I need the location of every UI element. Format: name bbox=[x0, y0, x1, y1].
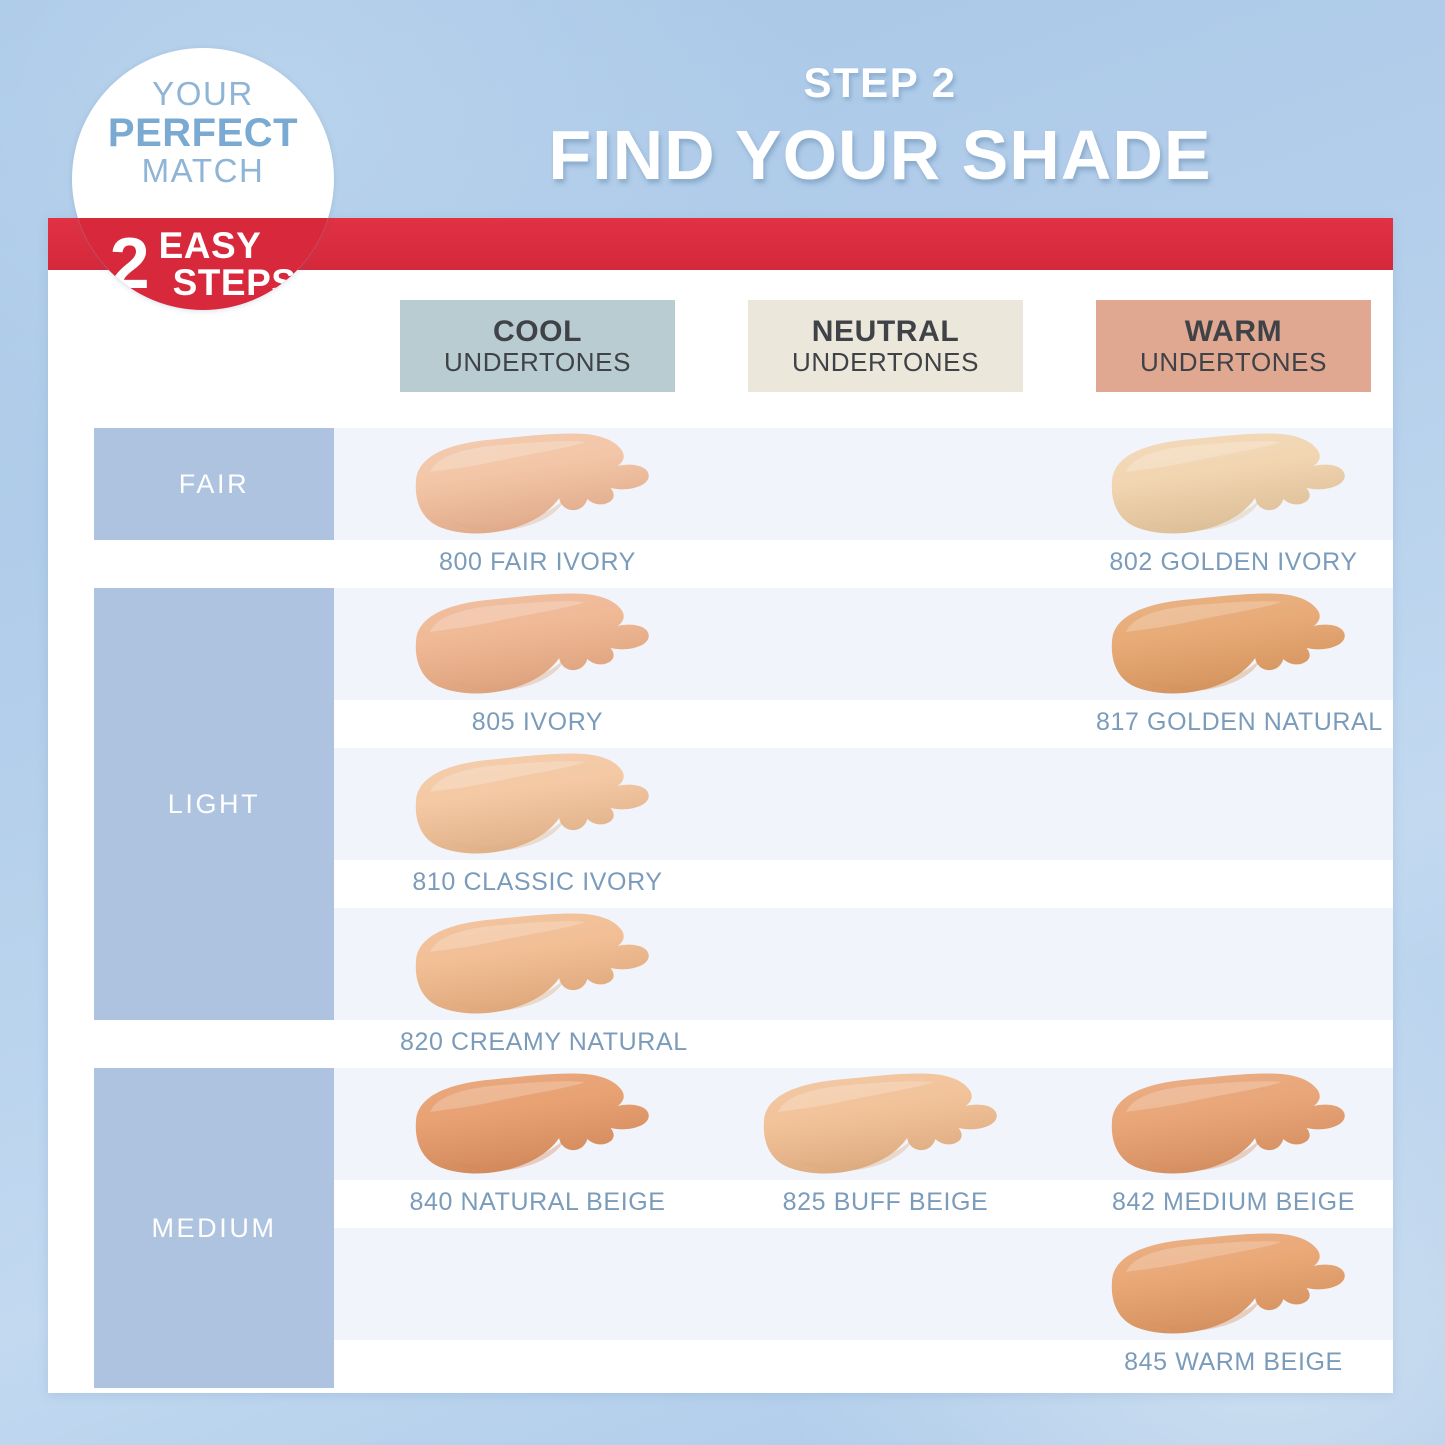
swatch-shape bbox=[415, 1073, 649, 1174]
swatch-band bbox=[334, 908, 1393, 1020]
column-header-warm-title: WARM bbox=[1184, 315, 1283, 349]
shade-swatch-840[interactable] bbox=[408, 1068, 670, 1180]
shade-swatch-802[interactable] bbox=[1104, 428, 1366, 540]
column-header-row: COOL UNDERTONES NEUTRAL UNDERTONES WARM … bbox=[48, 300, 1393, 392]
shade-label-825: 825 BUFF BEIGE bbox=[782, 1188, 989, 1216]
page-title: FIND YOUR SHADE bbox=[548, 116, 1212, 194]
step-label: STEP 2 bbox=[803, 59, 957, 106]
badge-your-text: YOUR bbox=[152, 74, 254, 112]
shade-chart-card: COOL UNDERTONES NEUTRAL UNDERTONES WARM … bbox=[48, 218, 1393, 1393]
badge-words: EASY STEPS bbox=[159, 227, 297, 301]
swatch-shape bbox=[415, 593, 649, 694]
swatch-shape bbox=[415, 913, 649, 1014]
column-header-neutral-title: NEUTRAL bbox=[811, 315, 960, 349]
column-header-warm-sub: UNDERTONES bbox=[1139, 347, 1328, 378]
shade-label-840: 840 NATURAL BEIGE bbox=[409, 1188, 666, 1216]
label-band bbox=[334, 540, 1393, 588]
column-header-warm: WARM UNDERTONES bbox=[1096, 300, 1371, 392]
shade-label-820: 820 CREAMY NATURAL bbox=[400, 1028, 688, 1056]
swatch-shape bbox=[1111, 1073, 1345, 1174]
badge-number: 2 bbox=[109, 223, 150, 304]
row-label-medium: MEDIUM bbox=[94, 1068, 334, 1388]
shade-swatch-805[interactable] bbox=[408, 588, 670, 700]
column-header-neutral: NEUTRAL UNDERTONES bbox=[748, 300, 1023, 392]
shade-swatch-800[interactable] bbox=[408, 428, 670, 540]
column-header-cool: COOL UNDERTONES bbox=[400, 300, 675, 392]
swatch-shape bbox=[1111, 433, 1345, 534]
swatch-band bbox=[334, 1228, 1393, 1340]
label-band bbox=[334, 860, 1393, 908]
shade-swatch-845[interactable] bbox=[1104, 1228, 1366, 1340]
shade-label-800: 800 FAIR IVORY bbox=[439, 548, 636, 576]
swatch-shape bbox=[415, 753, 649, 854]
shade-swatch-817[interactable] bbox=[1104, 588, 1366, 700]
swatch-band bbox=[334, 748, 1393, 860]
shade-label-842: 842 MEDIUM BEIGE bbox=[1112, 1188, 1355, 1216]
column-header-cool-sub: UNDERTONES bbox=[443, 347, 632, 378]
column-header-neutral-sub: UNDERTONES bbox=[791, 347, 980, 378]
badge-bottom: 2 EASY STEPS bbox=[72, 218, 334, 310]
shade-swatch-842[interactable] bbox=[1104, 1068, 1366, 1180]
badge-steps-text: STEPS bbox=[172, 262, 297, 303]
perfect-match-badge: YOUR PERFECT MATCH 2 EASY STEPS bbox=[72, 48, 334, 310]
shade-label-802: 802 GOLDEN IVORY bbox=[1109, 548, 1358, 576]
row-label-fair: FAIR bbox=[94, 428, 334, 540]
shade-label-810: 810 CLASSIC IVORY bbox=[412, 868, 663, 896]
row-label-light: LIGHT bbox=[94, 588, 334, 1020]
swatch-band bbox=[334, 428, 1393, 540]
shade-swatch-825[interactable] bbox=[756, 1068, 1018, 1180]
swatch-band bbox=[334, 588, 1393, 700]
shade-swatch-820[interactable] bbox=[408, 908, 670, 1020]
swatch-shape bbox=[1111, 593, 1345, 694]
label-band bbox=[334, 1180, 1393, 1228]
shade-label-817: 817 GOLDEN NATURAL bbox=[1096, 708, 1383, 736]
label-band bbox=[334, 1340, 1393, 1388]
shade-label-805: 805 IVORY bbox=[471, 708, 604, 736]
swatch-shape bbox=[763, 1073, 997, 1174]
badge-easy-text: EASY bbox=[158, 225, 262, 266]
poster-header: STEP 2 FIND YOUR SHADE bbox=[430, 59, 1330, 194]
label-band bbox=[334, 700, 1393, 748]
swatch-shape bbox=[1111, 1233, 1345, 1334]
badge-top: YOUR PERFECT MATCH bbox=[72, 48, 334, 218]
badge-perfect-text: PERFECT bbox=[107, 110, 299, 155]
label-band bbox=[334, 1020, 1393, 1068]
shade-swatch-810[interactable] bbox=[408, 748, 670, 860]
shade-label-845: 845 WARM BEIGE bbox=[1124, 1348, 1343, 1376]
badge-match-text: MATCH bbox=[141, 152, 265, 190]
column-header-cool-title: COOL bbox=[492, 315, 583, 349]
swatch-shape bbox=[415, 433, 649, 534]
swatch-band bbox=[334, 1068, 1393, 1180]
